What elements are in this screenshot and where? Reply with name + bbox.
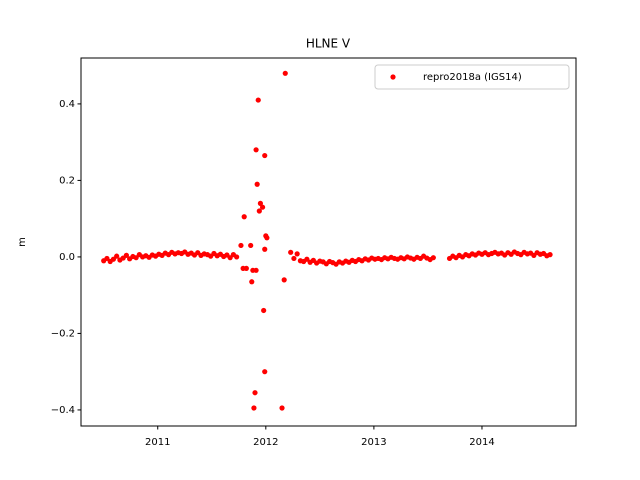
y-tick-label: −0.2 — [51, 328, 75, 339]
data-point — [249, 279, 255, 285]
plot-area — [101, 70, 553, 411]
data-point — [252, 390, 258, 396]
x-tick-label: 2012 — [253, 437, 278, 448]
data-point — [227, 255, 233, 261]
data-point — [291, 255, 297, 262]
y-tick-label: 0.2 — [59, 175, 75, 186]
data-point — [257, 200, 264, 206]
data-point — [238, 242, 244, 249]
legend-box — [374, 64, 570, 90]
data-point — [282, 70, 288, 76]
data-point — [259, 204, 266, 210]
data-point — [241, 214, 247, 220]
data-point — [253, 147, 259, 153]
x-tick-label: 2014 — [469, 437, 494, 448]
y-tick-label: 0.0 — [59, 252, 75, 263]
data-point — [264, 235, 270, 241]
data-point — [240, 265, 246, 271]
y-tick-label: −0.4 — [51, 405, 75, 416]
data-point — [123, 252, 129, 258]
data-point — [547, 252, 553, 258]
chart-title: HLNE V — [306, 37, 351, 51]
data-point — [133, 255, 139, 261]
x-tick-label: 2011 — [145, 437, 170, 448]
data-point — [104, 255, 110, 262]
data-point — [304, 256, 310, 262]
data-point — [248, 242, 254, 249]
data-point — [279, 405, 285, 411]
x-tick-label: 2013 — [361, 437, 386, 448]
data-point — [253, 267, 259, 273]
y-axis-label: m — [17, 237, 28, 247]
data-point — [261, 307, 267, 314]
data-point — [256, 208, 262, 214]
data-point — [251, 405, 257, 411]
data-point — [281, 277, 287, 283]
data-point — [234, 254, 240, 260]
y-tick-label: 0.4 — [59, 99, 75, 110]
data-point — [294, 251, 300, 257]
data-point — [114, 253, 120, 259]
data-point — [254, 181, 260, 187]
data-point — [262, 152, 268, 159]
axes-frame — [80, 57, 577, 427]
data-point — [110, 256, 117, 262]
legend-marker — [390, 74, 396, 80]
data-point — [288, 249, 294, 255]
data-point — [430, 255, 436, 261]
data-point — [255, 97, 261, 103]
data-point — [262, 246, 268, 252]
data-point — [262, 369, 268, 375]
legend-label: repro2018a (IGS14) — [423, 72, 522, 83]
